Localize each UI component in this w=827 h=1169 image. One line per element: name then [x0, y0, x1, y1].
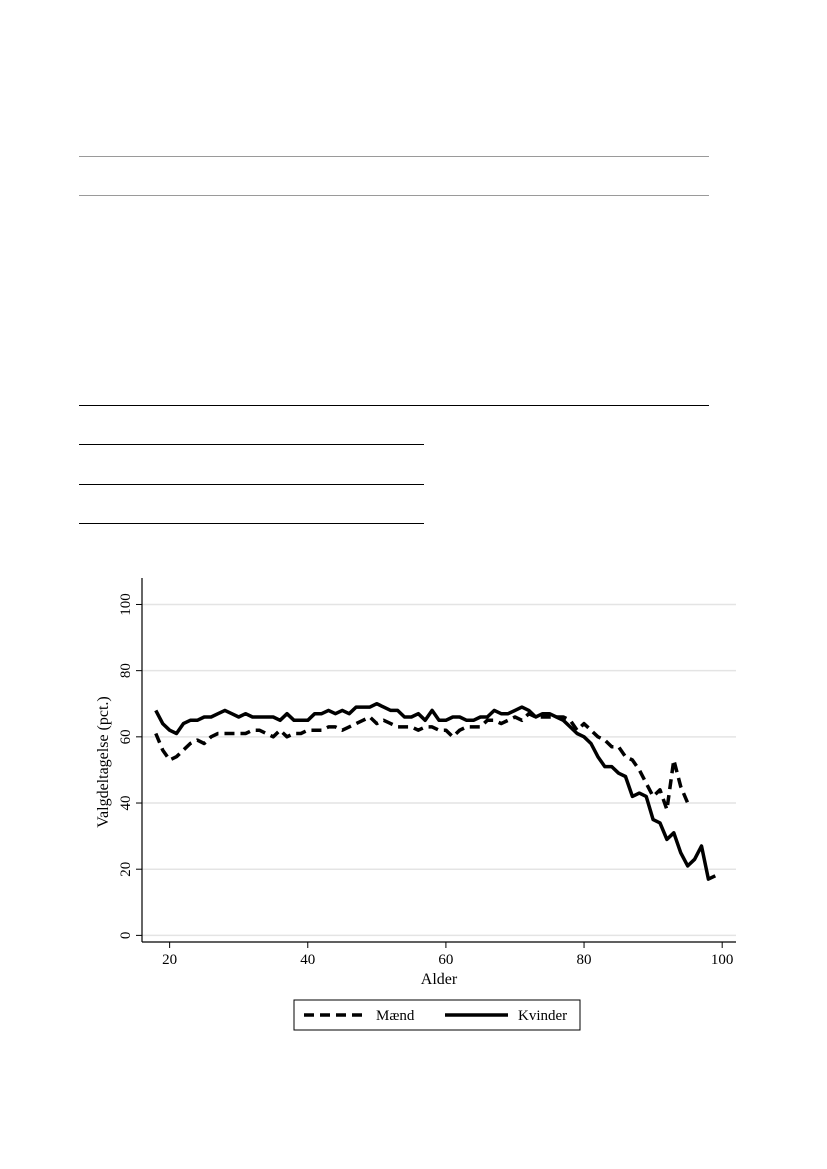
- axes: [141, 578, 736, 943]
- x-tick-label-40: 40: [300, 952, 315, 968]
- y-tick-label-100: 100: [118, 593, 134, 616]
- x-tick-label-100: 100: [711, 952, 734, 968]
- gridlines: [142, 603, 736, 937]
- x-tick-label-80: 80: [577, 952, 592, 968]
- legend-label-kvinder: Kvinder: [518, 1008, 567, 1024]
- legend: Mænd Kvinder: [293, 999, 581, 1031]
- x-tick-label-20: 20: [162, 952, 177, 968]
- y-tick-label-0: 0: [118, 932, 134, 940]
- short-rule-1: [79, 444, 424, 445]
- series-line-maend: [154, 711, 690, 812]
- legend-label-maend: Mænd: [376, 1008, 415, 1024]
- mid-table-rule: [79, 405, 709, 406]
- y-tick-label-20: 20: [118, 862, 134, 877]
- y-axis-label: Valgdeltagelse (pct.): [95, 696, 112, 828]
- y-ticks: 0 20 40 60 80 100: [118, 593, 142, 939]
- x-ticks: 20 40 60 80 100: [162, 942, 733, 968]
- series-line-kvinder: [154, 701, 717, 881]
- y-tick-label-60: 60: [118, 729, 134, 744]
- short-rule-2: [79, 484, 424, 485]
- top-table-rule-2: [79, 195, 709, 196]
- y-tick-label-40: 40: [118, 796, 134, 811]
- x-axis-label: Alder: [421, 971, 458, 988]
- x-tick-label-60: 60: [438, 952, 453, 968]
- top-table-rule-1: [79, 156, 709, 157]
- turnout-line-chart: 0 20 40 60 80 100 20 40 60 80 100 Alder Valgdelta…: [95, 578, 736, 1031]
- short-rule-3: [79, 523, 424, 524]
- series-layer: [154, 701, 717, 881]
- y-tick-label-80: 80: [118, 663, 134, 678]
